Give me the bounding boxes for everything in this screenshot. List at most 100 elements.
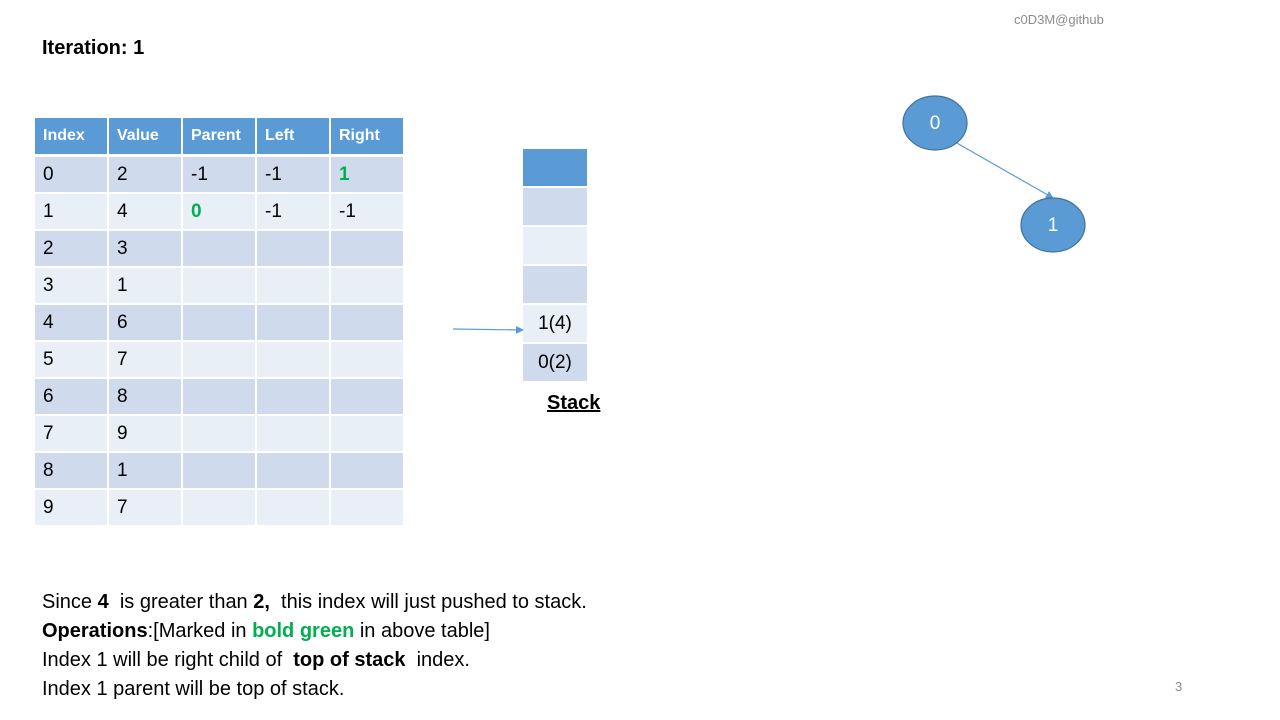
- stack-slot: [522, 187, 588, 226]
- cell-right: -1: [329, 192, 405, 231]
- cell-index: 0: [33, 154, 109, 194]
- header-left: Left: [255, 116, 331, 157]
- cell-parent: [181, 229, 257, 268]
- table-row: 2 3: [33, 229, 405, 268]
- text: is greater than: [108, 591, 254, 613]
- description-line-3: Index 1 will be right child of top of st…: [42, 646, 587, 675]
- cell-index: 8: [33, 451, 109, 490]
- page-number: 3: [1175, 679, 1183, 694]
- table-row: 4 6: [33, 303, 405, 342]
- tree-node-0: 0: [902, 95, 968, 151]
- table-row: 7 9: [33, 414, 405, 453]
- cell-index: 9: [33, 488, 109, 527]
- stack: 1(4) 0(2): [522, 148, 588, 382]
- cell-right: [329, 303, 405, 342]
- cell-value: 1: [107, 266, 183, 305]
- cell-right: [329, 229, 405, 268]
- tree-node-1: 1: [1020, 197, 1086, 253]
- cell-left: [255, 488, 331, 527]
- cell-value: 7: [107, 488, 183, 527]
- header-value: Value: [107, 116, 183, 157]
- cell-parent: [181, 266, 257, 305]
- cell-index: 3: [33, 266, 109, 305]
- cell-left: [255, 303, 331, 342]
- cell-parent: [181, 488, 257, 527]
- table-row: 0 2 -1 -1 1: [33, 154, 405, 194]
- cell-index: 4: [33, 303, 109, 342]
- cell-left: [255, 340, 331, 379]
- text: in above table]: [354, 620, 490, 642]
- description-line-1: Since 4 is greater than 2, this index wi…: [42, 588, 587, 617]
- cell-left: [255, 451, 331, 490]
- cell-value: 6: [107, 303, 183, 342]
- description: Since 4 is greater than 2, this index wi…: [42, 588, 587, 704]
- cell-right-highlighted: 1: [329, 154, 405, 194]
- stack-label: Stack: [547, 392, 601, 414]
- cell-parent: [181, 340, 257, 379]
- text: Since: [42, 591, 98, 613]
- cell-value: 9: [107, 414, 183, 453]
- text: Index 1 will be right child of: [42, 649, 294, 671]
- cell-value: 7: [107, 340, 183, 379]
- cell-left: [255, 377, 331, 416]
- cell-parent-highlighted: 0: [181, 192, 257, 231]
- table-row: 9 7: [33, 488, 405, 527]
- bold-value: 2,: [253, 591, 270, 613]
- cell-parent: [181, 451, 257, 490]
- cell-right: [329, 377, 405, 416]
- description-line-4: Index 1 parent will be top of stack.: [42, 678, 345, 700]
- cell-index: 6: [33, 377, 109, 416]
- iteration-title: Iteration: 1: [42, 37, 145, 59]
- table-row: 8 1: [33, 451, 405, 490]
- cell-parent: -1: [181, 154, 257, 194]
- table-row: 1 4 0 -1 -1: [33, 192, 405, 231]
- node-table: Index Value Parent Left Right 0 2 -1 -1 …: [33, 116, 405, 527]
- cell-right: [329, 451, 405, 490]
- cell-value: 8: [107, 377, 183, 416]
- text: :[Marked in: [147, 620, 253, 642]
- cell-value: 3: [107, 229, 183, 268]
- bold-value: 4: [97, 591, 109, 613]
- cell-parent: [181, 414, 257, 453]
- description-line-2: Operations:[Marked in bold green in abov…: [42, 617, 587, 646]
- cell-right: [329, 340, 405, 379]
- bold-text: top of stack: [293, 649, 406, 671]
- cell-index: 7: [33, 414, 109, 453]
- header-index: Index: [33, 116, 109, 157]
- cell-value: 1: [107, 451, 183, 490]
- text: index.: [405, 649, 470, 671]
- cell-index: 5: [33, 340, 109, 379]
- cell-right: [329, 266, 405, 305]
- watermark: c0D3M@github: [1014, 12, 1104, 27]
- stack-slot-top: 1(4): [522, 304, 588, 343]
- cell-left: [255, 266, 331, 305]
- cell-left: [255, 414, 331, 453]
- text: this index will just pushed to stack.: [269, 591, 587, 613]
- cell-parent: [181, 377, 257, 416]
- cell-value: 4: [107, 192, 183, 231]
- bold-text: Operations: [42, 620, 148, 642]
- table-row: 3 1: [33, 266, 405, 305]
- stack-top-pointer-arrow: [452, 325, 524, 334]
- cell-parent: [181, 303, 257, 342]
- cell-right: [329, 488, 405, 527]
- table-header-row: Index Value Parent Left Right: [33, 116, 405, 157]
- green-text: bold green: [252, 620, 355, 642]
- header-parent: Parent: [181, 116, 257, 157]
- cell-index: 2: [33, 229, 109, 268]
- header-right: Right: [329, 116, 405, 157]
- table-row: 6 8: [33, 377, 405, 416]
- cell-index: 1: [33, 192, 109, 231]
- stack-slot: [522, 148, 588, 187]
- cell-value: 2: [107, 154, 183, 194]
- cell-right: [329, 414, 405, 453]
- cell-left: [255, 229, 331, 268]
- tree-node-label: 1: [1048, 215, 1059, 236]
- stack-slot: [522, 226, 588, 265]
- cell-left: -1: [255, 192, 331, 231]
- table-row: 5 7: [33, 340, 405, 379]
- stack-slot: 0(2): [522, 343, 588, 382]
- tree-node-label: 0: [930, 113, 941, 134]
- stack-slot: [522, 265, 588, 304]
- tree-edge-arrow: [954, 141, 1054, 199]
